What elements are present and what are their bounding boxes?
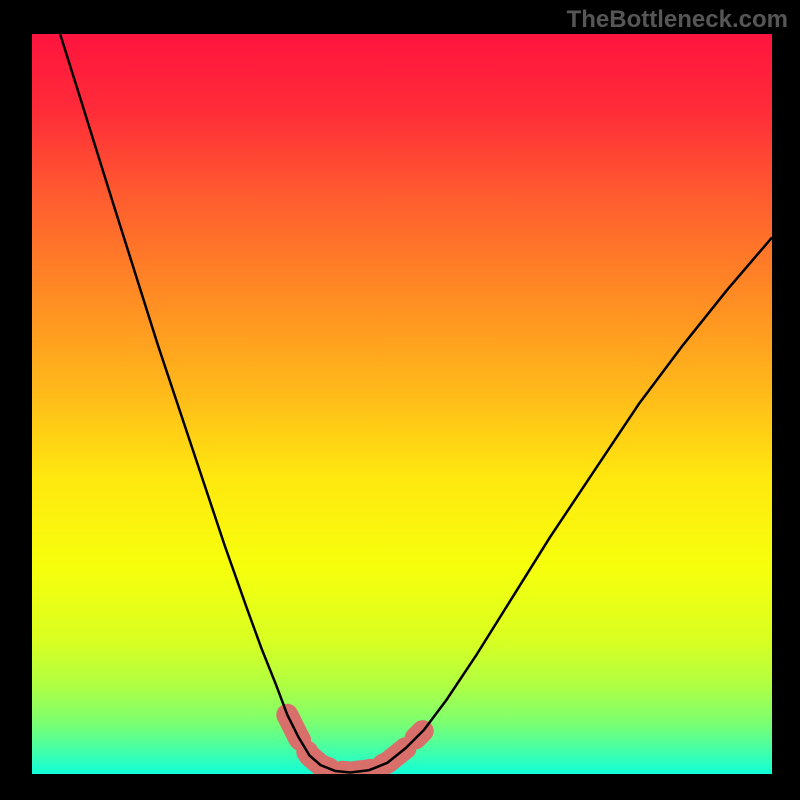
plot-area	[32, 34, 772, 774]
watermark-text: TheBottleneck.com	[567, 6, 788, 34]
chart-container: TheBottleneck.com	[0, 0, 800, 800]
gradient-background	[32, 34, 772, 774]
chart-svg	[32, 34, 772, 774]
